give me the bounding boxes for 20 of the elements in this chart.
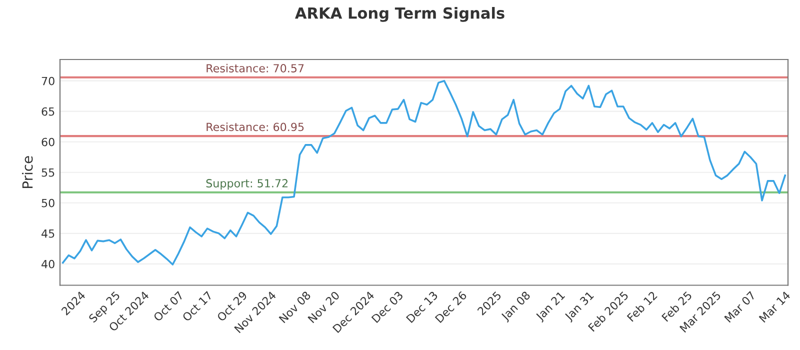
- x-tick-label: Oct 07: [152, 290, 184, 322]
- y-tick-label: 70: [42, 76, 54, 86]
- y-tick-label: 50: [42, 198, 54, 208]
- y-tick-label: 40: [42, 260, 54, 268]
- ref-line-label: Resistance: 60.95: [206, 122, 304, 132]
- ref-line-label: Resistance: 70.57: [206, 64, 304, 72]
- x-tick-label: Mar 07: [724, 290, 756, 323]
- x-tick-label: Feb 12: [626, 290, 658, 322]
- y-tick-label: 45: [42, 230, 54, 238]
- chart-title: ARKA Long Term Signals: [294, 7, 504, 22]
- y-tick-label: 55: [42, 168, 54, 177]
- ref-line-label: Support: 51.72: [206, 179, 288, 190]
- x-tick-label: Jan 31: [564, 290, 596, 323]
- y-tick-label: 60: [42, 138, 54, 146]
- y-axis-title: Price: [22, 156, 33, 188]
- x-tick-label: Jan 08: [500, 290, 532, 323]
- y-tick-label: 65: [42, 107, 54, 116]
- x-tick-label: Oct 17: [182, 290, 213, 322]
- line-series: [62, 80, 786, 266]
- x-tick-label: Mar 14: [758, 290, 791, 323]
